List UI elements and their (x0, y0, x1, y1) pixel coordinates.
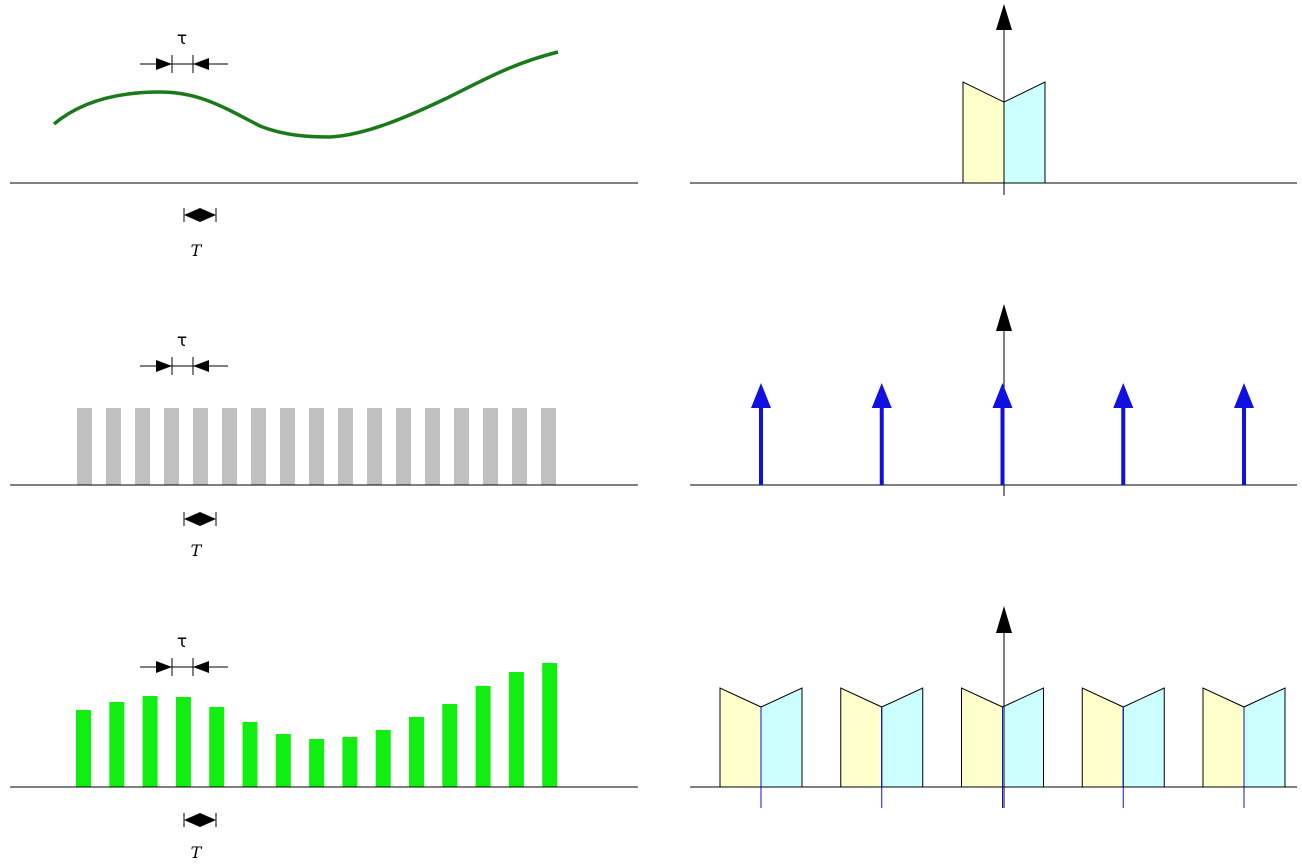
carrier-pulse (222, 408, 237, 485)
carrier-pulse (367, 408, 382, 485)
carrier-pulse (77, 408, 92, 485)
sampled-pulse (342, 737, 358, 787)
period-label-3: T (191, 843, 203, 862)
period-label-1: T (191, 241, 203, 260)
carrier-pulse (396, 408, 411, 485)
sampled-pulse (375, 730, 391, 787)
period-marker-2: T (183, 512, 217, 560)
panel-time-carrier: τ T (10, 331, 638, 560)
sampled-pulse (508, 672, 524, 787)
copy-left-half (719, 687, 762, 788)
carrier-pulse (193, 408, 208, 485)
tau-label-2: τ (177, 331, 187, 351)
carrier-pulse (338, 408, 353, 485)
panel-freq-sampled (690, 606, 1297, 808)
carrier-pulse (483, 408, 498, 485)
spectral-copies (719, 687, 1286, 808)
freq-axis-arrow-2 (996, 304, 1012, 331)
panel-freq-signal (690, 4, 1297, 195)
sampled-pulse (409, 717, 424, 787)
sampled-pulse (109, 702, 125, 787)
carrier-pulse (280, 408, 295, 485)
carrier-pulse (454, 408, 469, 485)
freq-axis-arrow-3 (996, 606, 1012, 633)
panel-freq-carrier (690, 304, 1297, 496)
sampled-pulse (142, 696, 158, 787)
copy-right-half (881, 687, 924, 788)
sampled-pulse (442, 704, 458, 787)
signal-curve (52, 50, 559, 139)
carrier-pulses (77, 408, 556, 485)
copy-right-half (1002, 687, 1044, 788)
carrier-pulse (135, 408, 150, 485)
impulse-arrowhead (992, 383, 1013, 408)
copy-left-half (840, 687, 883, 788)
freq-axis-arrow-1 (996, 4, 1012, 30)
period-label-2: T (191, 541, 203, 560)
sampled-pulse (475, 686, 491, 787)
sampled-pulse (209, 707, 225, 787)
period-marker-1: T (183, 208, 217, 260)
tau-label-3: τ (177, 632, 187, 652)
sampled-pulses (76, 663, 558, 787)
tau-marker-3: τ (140, 632, 228, 676)
impulse-arrowhead (1234, 383, 1254, 408)
impulse-arrowhead (751, 383, 771, 408)
carrier-pulse (251, 408, 266, 485)
carrier-pulse (106, 408, 121, 485)
impulse-arrowhead (871, 383, 892, 408)
carrier-pulse (541, 408, 556, 485)
copy-left-half (1081, 687, 1124, 788)
impulse-arrowhead (1113, 383, 1134, 408)
copy-left-half (961, 687, 1003, 788)
tau-marker-2: τ (140, 331, 228, 375)
panel-time-sampled: τ T (10, 632, 638, 862)
carrier-pulse (425, 408, 440, 485)
spectrum-right-half (1003, 81, 1046, 184)
tau-marker-1: τ (140, 29, 228, 73)
sampled-pulse (76, 710, 91, 787)
baseband-spectrum (962, 81, 1046, 184)
sampled-pulse (275, 734, 291, 787)
impulse-train (751, 383, 1254, 485)
sampled-pulse (309, 739, 325, 787)
sampled-pulse (175, 697, 191, 787)
tau-label-1: τ (177, 29, 187, 49)
period-marker-3: T (183, 813, 217, 862)
copy-right-half (1122, 687, 1165, 788)
copy-right-half (1243, 687, 1286, 788)
carrier-pulse (164, 408, 179, 485)
panel-time-signal: τ T (10, 29, 638, 260)
sampled-pulse (542, 663, 558, 787)
carrier-pulse (309, 408, 324, 485)
sampled-pulse (242, 722, 258, 787)
spectrum-left-half (962, 81, 1005, 184)
copy-right-half (760, 687, 803, 788)
copy-left-half (1202, 687, 1245, 788)
carrier-pulse (512, 408, 527, 485)
